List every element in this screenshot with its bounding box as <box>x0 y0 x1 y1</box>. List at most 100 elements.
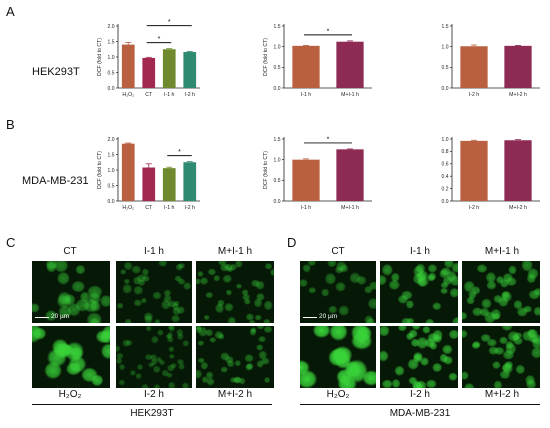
bar <box>121 143 135 201</box>
x-tick-label: H₂O₂ <box>122 205 134 211</box>
y-tick-label: 1.0 <box>108 55 115 61</box>
significance-star: * <box>327 28 330 35</box>
micro-d-bottom-label-3: M+I-2 h <box>484 389 520 400</box>
y-tick-label: 0.5 <box>274 178 281 184</box>
y-tick-label: 0.8 <box>442 149 449 155</box>
micro-d-top-label-1: CT <box>331 246 345 257</box>
micrograph-d-i2h <box>380 326 458 388</box>
bar <box>460 46 488 88</box>
bar <box>336 149 364 201</box>
bar <box>292 159 320 201</box>
x-tick-label: M+I-2 h <box>509 92 527 98</box>
panel-letter-c: C <box>6 235 16 250</box>
y-tick-label: 0.2 <box>442 186 449 192</box>
y-tick-label: 1.0 <box>274 157 281 163</box>
y-tick-label: 0.5 <box>442 65 449 71</box>
bar <box>336 41 364 88</box>
x-tick-label: I-1 h <box>301 205 311 211</box>
micro-c-bottom-label-3: M+I-2 h <box>217 389 253 400</box>
micro-c-cell-line: HEK293T <box>130 408 174 419</box>
y-tick-label: 0.5 <box>108 183 115 189</box>
x-tick-label: I-2 h <box>469 92 479 98</box>
micro-d-bottom-label-2: I-2 h <box>409 389 430 400</box>
chart-b1: 0.0 0.5 1.0 1.5 2.0 DCF (fold to CT) H₂O₂ CT I-1… <box>97 137 200 211</box>
micro-d-bottom-label-1: H₂O₂ <box>326 389 350 400</box>
y-axis-title: DCF (fold to CT) <box>263 151 269 189</box>
micrograph-d-mi2h <box>462 326 540 388</box>
y-tick-label: 0.5 <box>274 65 281 71</box>
row-label-mda-mb-231: MDA-MB-231 <box>22 175 89 187</box>
micro-d-underline <box>300 404 540 405</box>
panel-letter-d: D <box>287 235 297 250</box>
bar <box>183 52 197 88</box>
x-tick-label: I-1 h <box>301 92 311 98</box>
y-tick-label: 2.0 <box>108 24 115 30</box>
panel-letter-b: B <box>6 117 15 132</box>
bar <box>460 140 488 201</box>
x-tick-label: M+I-1 h <box>341 205 359 211</box>
micrograph-c-mi2h <box>196 326 274 388</box>
micrograph-c-h2o2 <box>32 326 110 388</box>
y-tick-label: 1.5 <box>274 137 281 143</box>
y-tick-label: 0.0 <box>274 86 281 92</box>
micrograph-c-mi1h <box>196 261 274 323</box>
chart-b2: 0.0 0.5 1.0 1.5 DCF (fold to CT) I-1 h M+I-1 h… <box>263 136 372 211</box>
y-axis-title: DCF (fold to CT) <box>97 151 103 189</box>
micrograph-d-mi1h <box>462 261 540 323</box>
significance-star: * <box>178 149 181 156</box>
significance-star: * <box>168 19 171 26</box>
micro-c-top-label-1: CT <box>63 246 77 257</box>
scale-bar <box>303 317 317 318</box>
x-tick-label: I-2 h <box>185 92 195 98</box>
chart-b3: 0.0 0.2 0.4 0.6 0.8 1.0 I-2 h M+I-2 h <box>442 137 540 211</box>
bar <box>504 140 532 201</box>
micrograph-d-i1h <box>380 261 458 323</box>
y-tick-label: 2.0 <box>108 137 115 143</box>
x-tick-label: H₂O₂ <box>122 92 134 98</box>
x-tick-label: I-1 h <box>164 205 174 211</box>
bar <box>121 44 135 88</box>
x-tick-label: I-2 h <box>185 205 195 211</box>
bar <box>292 45 320 88</box>
significance-star: * <box>327 136 330 143</box>
panel-letter-a: A <box>6 4 15 19</box>
micro-d-top-label-3: M+I-1 h <box>484 246 520 257</box>
y-tick-label: 1.0 <box>442 44 449 50</box>
y-tick-label: 0.4 <box>442 174 449 180</box>
chart-a1: 0.0 0.5 1.0 1.5 2.0 DCF (fold to CT) H₂O₂ CT I-1… <box>97 19 200 98</box>
row-label-hek293t: HEK293T <box>32 66 80 78</box>
x-tick-label: M+I-2 h <box>509 205 527 211</box>
bar <box>142 167 156 201</box>
micrograph-c-ct: 20 µm <box>32 261 110 323</box>
micro-d-top-label-2: I-1 h <box>409 246 430 257</box>
scale-bar-label: 20 µm <box>51 313 70 320</box>
micrograph-c-i2h <box>116 326 192 388</box>
chart-a3: 0.0 0.5 1.0 1.5 I-2 h M+I-2 h <box>442 24 540 98</box>
y-tick-label: 1.5 <box>108 39 115 45</box>
scale-bar <box>35 317 49 318</box>
x-tick-label: CT <box>145 205 153 211</box>
x-tick-label: M+I-1 h <box>341 92 359 98</box>
bar <box>142 57 156 88</box>
micro-c-top-label-2: I-1 h <box>143 246 164 257</box>
micrograph-d-ct: 20 µm <box>300 261 376 323</box>
micro-c-bottom-label-1: H₂O₂ <box>58 389 82 400</box>
scale-bar-label: 20 µm <box>319 313 338 320</box>
micrograph-d-h2o2 <box>300 326 376 388</box>
y-tick-label: 0.0 <box>108 199 115 205</box>
x-tick-label: I-1 h <box>164 92 174 98</box>
micro-d-cell-line: MDA-MB-231 <box>389 408 451 419</box>
y-tick-label: 0.0 <box>442 86 449 92</box>
significance-star: * <box>158 36 161 43</box>
y-tick-label: 1.5 <box>274 24 281 30</box>
y-tick-label: 1.5 <box>442 24 449 30</box>
x-tick-label: CT <box>145 92 153 98</box>
y-tick-label: 1.0 <box>108 168 115 174</box>
micrograph-c-i1h <box>116 261 192 323</box>
micro-c-top-label-3: M+I-1 h <box>217 246 253 257</box>
y-tick-label: 0.0 <box>108 86 115 92</box>
y-tick-label: 0.5 <box>108 70 115 76</box>
bar <box>183 162 197 201</box>
bar <box>504 45 532 88</box>
